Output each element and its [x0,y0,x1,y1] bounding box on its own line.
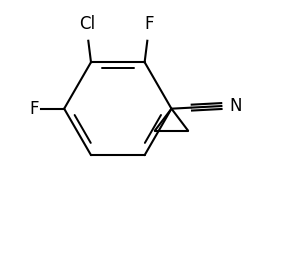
Text: Cl: Cl [79,15,95,33]
Text: F: F [144,15,153,33]
Text: F: F [29,100,39,118]
Text: N: N [229,97,242,115]
